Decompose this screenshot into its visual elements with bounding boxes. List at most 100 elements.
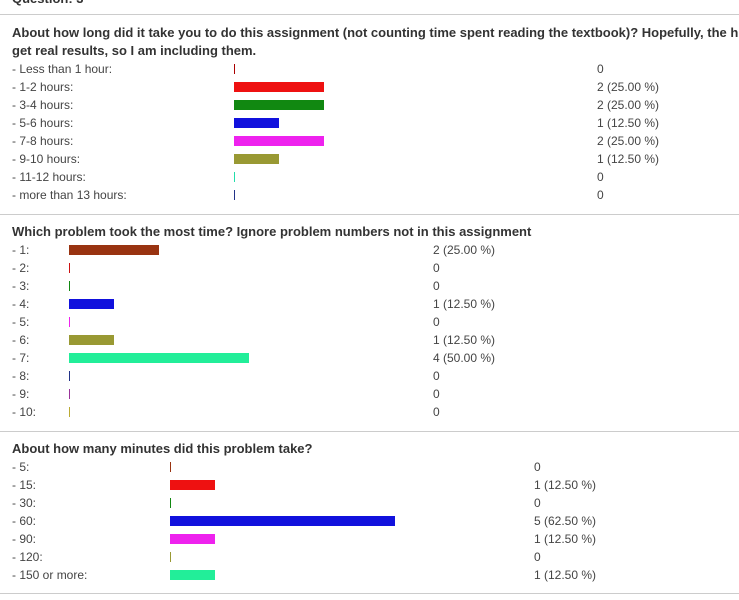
answer-options: - 5: 0 - 15: 1 (12.50 %) - 30: 0 - 60: 5 (62.50… (12, 458, 739, 584)
response-count: 0 (597, 188, 604, 202)
answer-option-row: - 8: 0 (12, 367, 739, 385)
answer-option-row: - 2: 0 (12, 259, 739, 277)
response-bar (234, 64, 235, 74)
answer-option-label: - 60: (12, 514, 37, 528)
response-count: 5 (62.50 %) (534, 514, 597, 528)
answer-option-row: - 1-2 hours: 2 (25.00 %) (12, 78, 739, 96)
answer-option-row: - 10: 0 (12, 403, 739, 421)
response-bar (170, 480, 215, 490)
answer-option-row: - Less than 1 hour: 0 (12, 60, 739, 78)
response-bar (170, 570, 215, 580)
answer-option-row: - 9: 0 (12, 385, 739, 403)
divider (0, 431, 739, 432)
response-bar (69, 281, 70, 291)
response-count: 0 (433, 261, 440, 275)
answer-option-label: - 7-8 hours: (12, 134, 74, 148)
answer-option-row: - 3: 0 (12, 277, 739, 295)
response-bar (69, 299, 114, 309)
response-bar (170, 552, 171, 562)
answer-option-row: - 6: 1 (12.50 %) (12, 331, 739, 349)
answer-option-label: - 30: (12, 496, 37, 510)
question-title: About how long did it take you to do thi… (12, 25, 739, 40)
answer-option-row: - 30: 0 (12, 494, 739, 512)
answer-option-label: - 11-12 hours: (12, 170, 86, 184)
response-count: 1 (12.50 %) (433, 333, 496, 347)
question-title: Which problem took the most time? Ignore… (12, 224, 532, 239)
answer-option-label: - 7: (12, 351, 30, 365)
answer-option-row: - 5-6 hours: 1 (12.50 %) (12, 114, 739, 132)
answer-option-label: - more than 13 hours: (12, 188, 127, 202)
answer-option-row: - 9-10 hours: 1 (12.50 %) (12, 150, 739, 168)
response-bar (69, 245, 159, 255)
response-count: 0 (597, 62, 604, 76)
answer-option-row: - 7-8 hours: 2 (25.00 %) (12, 132, 739, 150)
response-count: 0 (433, 315, 440, 329)
response-bar (234, 100, 324, 110)
response-count: 0 (534, 496, 541, 510)
answer-option-label: - 1: (12, 243, 30, 257)
response-count: 0 (597, 170, 604, 184)
response-count: 2 (25.00 %) (597, 98, 660, 112)
response-bar (69, 335, 114, 345)
answer-option-row: - 7: 4 (50.00 %) (12, 349, 739, 367)
response-count: 0 (534, 550, 541, 564)
answer-option-row: - 60: 5 (62.50 %) (12, 512, 739, 530)
answer-option-label: - 9: (12, 387, 30, 401)
response-bar (170, 462, 171, 472)
response-bar (69, 317, 70, 327)
answer-option-row: - 150 or more: 1 (12.50 %) (12, 566, 739, 584)
question-number-heading: Question: 3 (12, 0, 84, 6)
answer-option-label: - 6: (12, 333, 30, 347)
answer-option-row: - 5: 0 (12, 313, 739, 331)
response-bar (69, 263, 70, 273)
response-count: 2 (25.00 %) (433, 243, 496, 257)
divider (0, 593, 739, 594)
answer-option-label: - 150 or more: (12, 568, 88, 582)
response-count: 4 (50.00 %) (433, 351, 496, 365)
answer-option-row: - 5: 0 (12, 458, 739, 476)
answer-option-label: - 5-6 hours: (12, 116, 74, 130)
answer-option-label: - 5: (12, 460, 30, 474)
question-block-minutes: About how many minutes did this problem … (12, 440, 739, 584)
response-count: 2 (25.00 %) (597, 134, 660, 148)
answer-option-label: - 3: (12, 279, 30, 293)
response-count: 1 (12.50 %) (597, 152, 660, 166)
response-bar (69, 353, 249, 363)
response-bar (170, 516, 395, 526)
response-count: 0 (433, 387, 440, 401)
response-count: 0 (433, 405, 440, 419)
answer-options: - Less than 1 hour: 0 - 1-2 hours: 2 (25.00… (12, 60, 739, 204)
answer-option-label: - 15: (12, 478, 37, 492)
response-bar (234, 118, 279, 128)
answer-option-row: - 11-12 hours: 0 (12, 168, 739, 186)
response-bar (234, 172, 235, 182)
response-bar (69, 371, 70, 381)
response-count: 1 (12.50 %) (534, 568, 597, 582)
response-bar (170, 534, 215, 544)
response-bar (234, 154, 279, 164)
divider (0, 14, 739, 15)
response-bar (69, 407, 70, 417)
answer-option-label: - 5: (12, 315, 30, 329)
answer-option-row: - 15: 1 (12.50 %) (12, 476, 739, 494)
answer-option-label: - 8: (12, 369, 30, 383)
response-count: 0 (534, 460, 541, 474)
answer-option-row: - 120: 0 (12, 548, 739, 566)
response-count: 1 (12.50 %) (534, 478, 597, 492)
question-block-hardest-problem: Which problem took the most time? Ignore… (12, 223, 739, 421)
response-bar (234, 190, 235, 200)
response-bar (170, 498, 171, 508)
response-count: 2 (25.00 %) (597, 80, 660, 94)
response-count: 0 (433, 369, 440, 383)
answer-option-label: - 120: (12, 550, 43, 564)
question-title: About how many minutes did this problem … (12, 441, 313, 456)
answer-option-label: - 3-4 hours: (12, 98, 74, 112)
answer-option-label: - 1-2 hours: (12, 80, 74, 94)
response-count: 0 (433, 279, 440, 293)
response-count: 1 (12.50 %) (534, 532, 597, 546)
answer-option-label: - 9-10 hours: (12, 152, 81, 166)
answer-options: - 1: 2 (25.00 %) - 2: 0 - 3: 0 - 4: 1 (12.50 %)… (12, 241, 739, 421)
answer-option-row: - more than 13 hours: 0 (12, 186, 739, 204)
answer-option-row: - 3-4 hours: 2 (25.00 %) (12, 96, 739, 114)
